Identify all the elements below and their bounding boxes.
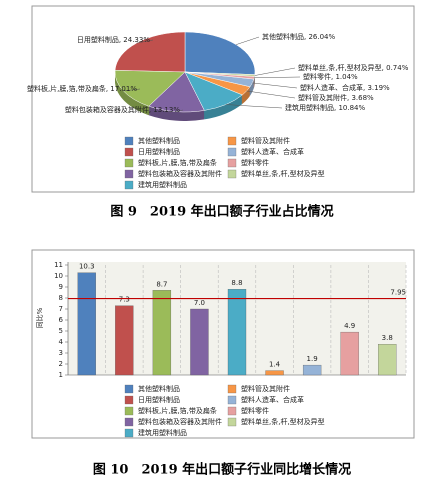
data-label: 3.8 xyxy=(382,334,393,342)
legend-swatch xyxy=(124,169,134,179)
y-tick-label: 4 xyxy=(59,338,64,346)
legend-label: 塑料零件 xyxy=(241,158,269,167)
bar xyxy=(115,305,134,376)
legend-label: 建筑用塑料制品 xyxy=(138,180,187,189)
y-tick-label: 5 xyxy=(59,327,63,335)
leader-line xyxy=(246,90,296,99)
y-tick-label: 11 xyxy=(54,261,63,269)
legend-swatch xyxy=(124,395,134,405)
legend-label: 其他塑料制品 xyxy=(138,136,180,145)
legend-label: 塑料单丝,条,杆,型材及异型 xyxy=(241,417,325,426)
y-tick-label: 6 xyxy=(59,316,64,324)
legend-label: 日用塑料制品 xyxy=(138,147,180,156)
leader-line xyxy=(254,76,301,79)
leader-line xyxy=(175,109,184,112)
legend-swatch xyxy=(227,169,237,179)
data-label: 4.9 xyxy=(344,322,355,330)
caption: 图 10 2019 年出口额子行业同比增长情况 xyxy=(93,462,351,478)
leader-line xyxy=(236,36,260,45)
y-tick-label: 2 xyxy=(59,360,63,368)
data-label: 塑料人造革、合成革, 3.19% xyxy=(300,83,390,92)
legend-swatch xyxy=(124,180,134,190)
legend-swatch xyxy=(124,406,134,416)
legend-label: 塑料包装箱及容器及其附件 xyxy=(138,417,222,426)
legend-label: 塑料零件 xyxy=(241,406,269,415)
data-label: 日用塑料制品, 24.33% xyxy=(77,35,150,44)
legend-label: 塑料管及其附件 xyxy=(241,384,290,393)
legend-swatch xyxy=(124,428,134,438)
bar xyxy=(190,308,209,376)
data-label: 塑料板,片,膜,箔,带及扁条, 17.01% xyxy=(27,84,137,93)
data-label: 8.8 xyxy=(231,279,242,287)
data-label: 塑料包装箱及容器及其附件, 13.13% xyxy=(65,105,180,114)
caption: 图 9 2019 年出口额子行业占比情况 xyxy=(110,204,333,220)
data-label: 1.9 xyxy=(307,355,318,363)
y-tick-label: 8 xyxy=(59,294,63,302)
legend-swatch xyxy=(227,158,237,168)
y-axis-label: 同比% xyxy=(35,307,44,328)
legend-label: 塑料包装箱及容器及其附件 xyxy=(138,169,222,178)
y-tick-label: 10 xyxy=(54,272,63,280)
legend-label: 建筑用塑料制品 xyxy=(138,428,187,437)
y-tick-label: 3 xyxy=(59,349,63,357)
pie-slice xyxy=(184,31,256,75)
leader-line xyxy=(254,67,296,76)
legend-label: 塑料板,片,膜,箔,带及扁条 xyxy=(138,406,217,415)
legend-label: 塑料人造革、合成革 xyxy=(241,395,304,404)
legend-swatch xyxy=(227,136,237,146)
y-tick-label: 9 xyxy=(59,283,63,291)
legend-swatch xyxy=(227,406,237,416)
bar xyxy=(227,289,247,376)
data-label: 1.4 xyxy=(269,361,281,369)
bar xyxy=(302,364,322,376)
bar xyxy=(77,272,96,376)
legend-swatch xyxy=(124,147,134,157)
leader-line xyxy=(252,82,298,89)
legend-label: 其他塑料制品 xyxy=(138,384,180,393)
y-tick-label: 1 xyxy=(59,371,63,379)
legend-label: 塑料人造革、合成革 xyxy=(241,147,304,156)
data-label: 7.3 xyxy=(119,296,130,304)
legend-swatch xyxy=(124,384,134,394)
legend-swatch xyxy=(124,136,134,146)
legend-label: 日用塑料制品 xyxy=(138,395,180,404)
legend-swatch xyxy=(124,417,134,427)
leader-line xyxy=(136,39,154,44)
legend-swatch xyxy=(227,417,237,427)
data-label: 7.0 xyxy=(194,299,205,307)
legend-swatch xyxy=(227,384,237,394)
leader-line xyxy=(123,88,141,92)
legend-label: 塑料单丝,条,杆,型材及异型 xyxy=(241,169,325,178)
legend-label: 塑料管及其附件 xyxy=(241,136,290,145)
data-label: 10.3 xyxy=(79,263,95,271)
data-label: 塑料零件, 1.04% xyxy=(303,72,358,81)
bar xyxy=(265,370,284,376)
y-tick-label: 7 xyxy=(59,305,63,313)
reference-label: 7.95 xyxy=(390,289,406,297)
bar xyxy=(152,290,172,376)
data-label: 塑料单丝,条,杆,型材及异型, 0.74% xyxy=(298,63,409,72)
bar xyxy=(340,331,359,376)
data-label: 其他塑料制品, 26.04% xyxy=(262,32,335,41)
legend-swatch xyxy=(227,395,237,405)
legend-label: 塑料板,片,膜,箔,带及扁条 xyxy=(138,158,217,167)
bar xyxy=(378,344,397,376)
leader-line xyxy=(225,104,283,109)
data-label: 塑料管及其附件, 3.68% xyxy=(298,93,374,102)
data-label: 8.7 xyxy=(156,280,167,288)
legend-swatch xyxy=(227,147,237,157)
legend-swatch xyxy=(124,158,134,168)
data-label: 建筑用塑料制品, 10.84% xyxy=(285,103,365,112)
